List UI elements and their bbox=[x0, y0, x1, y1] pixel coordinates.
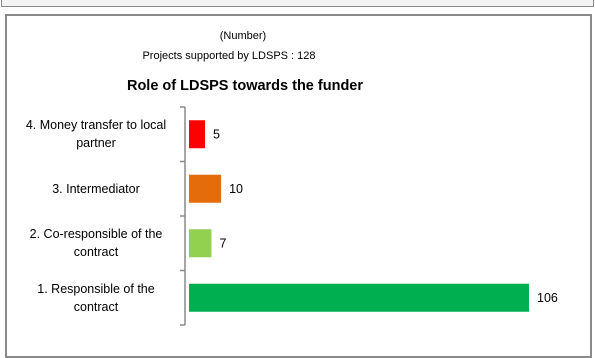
category-label: 4. Money transfer to local partner bbox=[25, 118, 167, 151]
category-label: 2. Co-responsible of the contract bbox=[29, 227, 163, 260]
chart-note: (Number) bbox=[220, 30, 266, 42]
bar bbox=[189, 120, 206, 149]
chart-subtitle: Projects supported by LDSPS : 128 bbox=[142, 50, 315, 62]
bar bbox=[189, 174, 222, 203]
bar bbox=[189, 229, 212, 258]
category-label: 3. Intermediator bbox=[52, 181, 140, 196]
chart-title: Role of LDSPS towards the funder bbox=[127, 78, 363, 94]
data-label: 7 bbox=[219, 237, 226, 251]
category-label: 1. Responsible of the contract bbox=[37, 281, 155, 314]
data-label: 106 bbox=[537, 291, 558, 305]
window-strip bbox=[1, 0, 594, 7]
data-label: 10 bbox=[229, 182, 243, 196]
bar bbox=[189, 283, 529, 312]
data-label: 5 bbox=[213, 128, 220, 142]
